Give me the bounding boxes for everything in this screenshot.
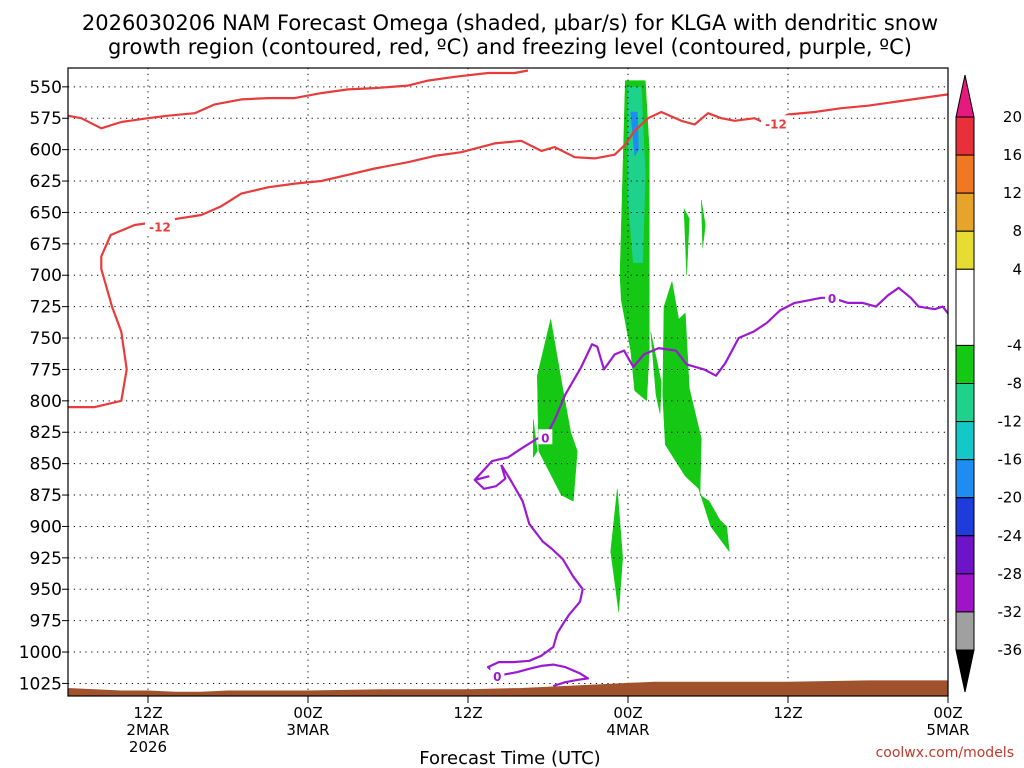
colorbar-band--32-to--28: [955, 573, 975, 613]
omega-shade-region-6: [610, 488, 623, 612]
ytick-label-850: 850: [30, 455, 62, 475]
contours: [68, 69, 948, 688]
ytick-label-675: 675: [30, 235, 62, 255]
ytick-label-550: 550: [30, 78, 62, 98]
ytick-label-625: 625: [30, 172, 62, 192]
ytick-label-725: 725: [30, 298, 62, 318]
ytick-label-800: 800: [30, 392, 62, 412]
ytick-label-1000: 1000: [19, 643, 62, 663]
xtick-label-12-2: 2026: [129, 738, 167, 756]
chart-title-line-1: 2026030206 NAM Forecast Omega (shaded, μ…: [82, 11, 938, 35]
contour-label-3: 0: [541, 431, 549, 445]
xtick-label-48-0: 00Z: [613, 704, 642, 722]
contour-label-0: -12: [149, 220, 171, 234]
omega-shade-region-0: [537, 319, 578, 502]
contour-label-bg-5: [490, 667, 505, 683]
colorbar: 20 16 12 8 4 -4 -8 -12 -16 -20 -24 -28 -32 -36: [955, 74, 1023, 693]
colorbar-label--32: -32: [998, 603, 1023, 621]
y-axis-ticks: 550 575 600 625 650 675 700 725 750 775 800 825 850 8…: [19, 78, 68, 694]
xtick-label-60-0: 12Z: [773, 704, 802, 722]
ytick-label-825: 825: [30, 423, 62, 443]
x-axis-label: Forecast Time (UTC): [419, 748, 600, 768]
contour-label-bg-3: [538, 429, 553, 445]
xtick-label-24-0: 00Z: [293, 704, 322, 722]
colorbar-label-4: 4: [1012, 260, 1022, 278]
xtick-label-72-1: 5MAR: [926, 721, 969, 739]
colorbar-label--20: -20: [998, 489, 1023, 507]
omega-shade-region-4: [630, 111, 639, 157]
ytick-label-775: 775: [30, 360, 62, 380]
colorbar-band--24-to--20: [955, 497, 975, 537]
colorbar-band--36-to--32: [955, 611, 975, 651]
ytick-label-750: 750: [30, 329, 62, 349]
freezing-level-contour-2: [486, 464, 590, 688]
ytick-label-950: 950: [30, 580, 62, 600]
colorbar-label-8: 8: [1012, 222, 1022, 240]
ytick-label-925: 925: [30, 549, 62, 569]
colorbar-band-16-to-20: [955, 116, 975, 156]
ytick-label-575: 575: [30, 109, 62, 129]
ytick-label-600: 600: [30, 141, 62, 161]
xtick-label-36-0: 12Z: [453, 704, 482, 722]
omega-shading: [533, 80, 730, 612]
ytick-label-875: 875: [30, 486, 62, 506]
colorbar-band--8-to--4: [955, 344, 975, 384]
x-axis-ticks: 12Z2MAR202600Z3MAR12Z00Z4MAR12Z00Z5MAR12…: [126, 696, 970, 756]
dgz-contour-minus12-2: [68, 117, 649, 409]
freezing-level-contour-1: [473, 464, 507, 490]
contour-label-bg-0: [145, 218, 175, 234]
contour-label-4: 0: [828, 292, 836, 306]
colorbar-label-16: 16: [1003, 146, 1022, 164]
terrain-fill: [68, 680, 948, 696]
plot-frame: [67, 67, 949, 697]
xtick-label-12-1: 2MAR: [126, 721, 169, 739]
ytick-label-700: 700: [30, 266, 62, 286]
colorbar-band--16-to--12: [955, 421, 975, 461]
omega-shade-region-5: [650, 331, 662, 414]
omega-shade-region-9: [701, 199, 706, 248]
ytick-label-1025: 1025: [19, 674, 62, 694]
colorbar-bottom-arrow: [955, 649, 975, 693]
terrain: [68, 680, 948, 696]
colorbar-top-arrow: [955, 74, 975, 118]
colorbar-label--24: -24: [998, 527, 1023, 545]
freezing-level-contour-0: [473, 286, 948, 481]
colorbar-band-8-to-12: [955, 192, 975, 232]
colorbar-label--8: -8: [1007, 375, 1022, 393]
ytick-label-975: 975: [30, 612, 62, 632]
contour-label-5: 0: [493, 670, 501, 684]
colorbar-band-12-to-16: [955, 154, 975, 194]
colorbar-band-4-to-8: [955, 230, 975, 270]
colorbar-label-20: 20: [1003, 108, 1022, 126]
xtick-label-12-0: 12Z: [133, 704, 162, 722]
colorbar-label-12: 12: [1003, 184, 1022, 202]
colorbar-band--4-to-4: [955, 268, 975, 346]
colorbar-band--28-to--24: [955, 535, 975, 575]
dgz-contour-minus12-0: [68, 69, 529, 130]
colorbar-band--12-to--8: [955, 383, 975, 423]
omega-shade-region-8: [683, 208, 690, 276]
contour-label-bg-4: [825, 289, 839, 305]
colorbar-band--20-to--16: [955, 459, 975, 499]
xtick-label-24-1: 3MAR: [286, 721, 329, 739]
dgz-contour-minus12-1: [647, 93, 948, 126]
xtick-label-48-1: 4MAR: [606, 721, 649, 739]
colorbar-label--36: -36: [998, 641, 1023, 659]
omega-shade-region-7: [662, 281, 730, 553]
xtick-label-72-0: 00Z: [933, 704, 962, 722]
ytick-label-900: 900: [30, 517, 62, 537]
chart-title-line-2: growth region (contoured, red, ºC) and f…: [108, 35, 912, 59]
credit-text: coolwx.com/models: [876, 745, 1014, 761]
colorbar-label--4: -4: [1007, 336, 1022, 354]
contour-label-1: -12: [765, 117, 787, 131]
contour-label-bg-1: [761, 115, 791, 131]
colorbar-label--28: -28: [998, 565, 1023, 583]
ytick-label-650: 650: [30, 203, 62, 223]
colorbar-label--12: -12: [998, 413, 1023, 431]
colorbar-label--16: -16: [998, 451, 1023, 469]
